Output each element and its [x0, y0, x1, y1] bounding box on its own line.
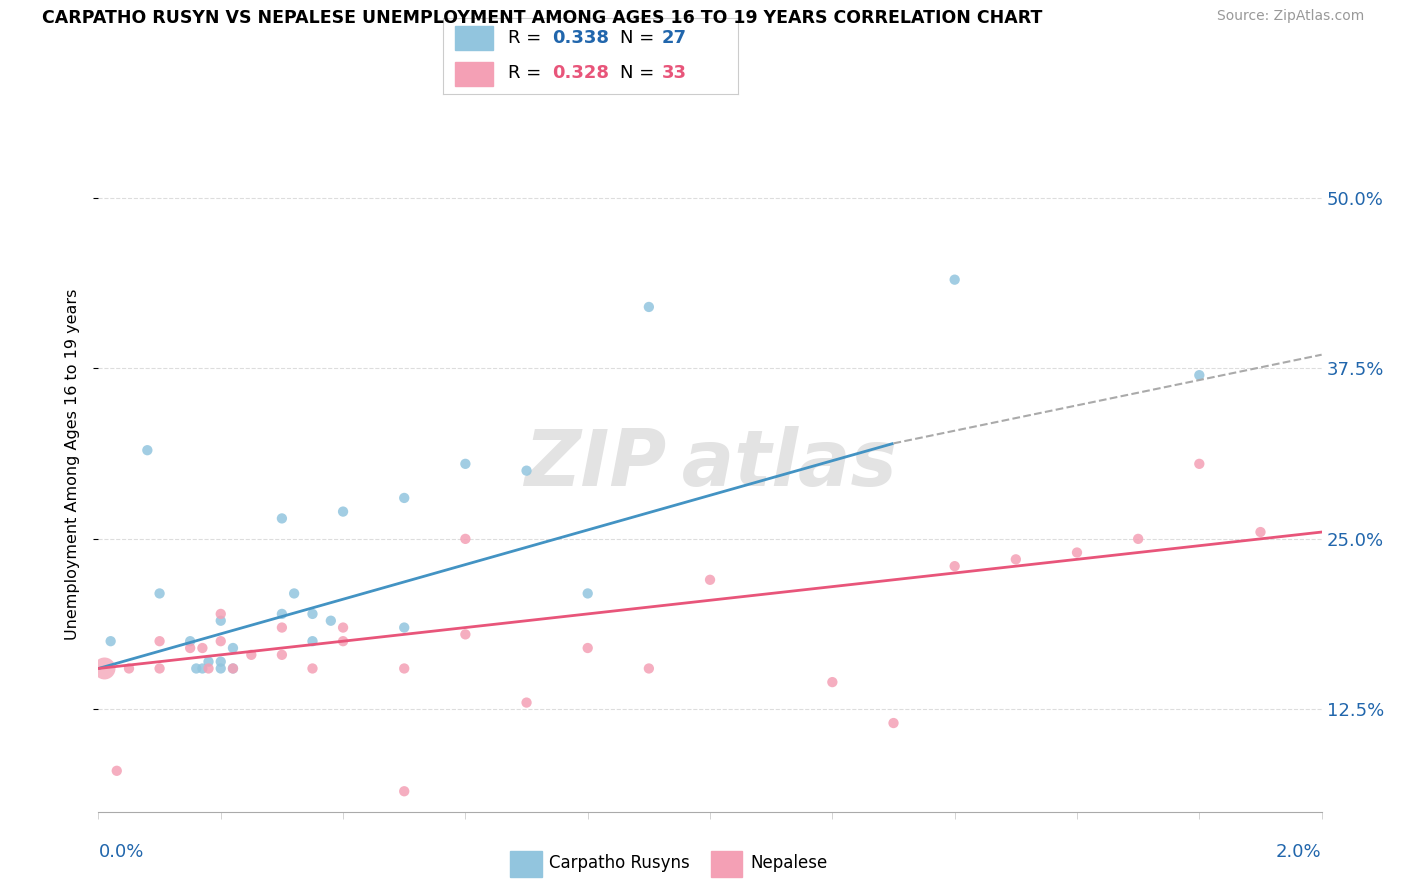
Point — [392, 491, 416, 505]
Point — [191, 661, 214, 675]
Point — [179, 634, 201, 648]
Point — [332, 505, 354, 519]
Point — [136, 443, 159, 458]
Text: 0.0%: 0.0% — [98, 843, 143, 861]
Point — [1066, 545, 1088, 559]
Point — [209, 614, 232, 628]
Point — [319, 614, 342, 628]
Point — [270, 607, 294, 621]
Point — [149, 586, 172, 600]
Point — [222, 661, 245, 675]
Point — [516, 464, 538, 478]
Point — [283, 586, 305, 600]
Point — [637, 300, 661, 314]
Point — [149, 634, 172, 648]
Point — [516, 696, 538, 710]
Text: N =: N = — [620, 64, 659, 82]
Point — [209, 634, 232, 648]
Point — [454, 532, 477, 546]
Point — [179, 640, 201, 655]
Text: Nepalese: Nepalese — [751, 854, 828, 872]
Point — [270, 511, 294, 525]
Text: CARPATHO RUSYN VS NEPALESE UNEMPLOYMENT AMONG AGES 16 TO 19 YEARS CORRELATION CH: CARPATHO RUSYN VS NEPALESE UNEMPLOYMENT … — [42, 9, 1043, 27]
Point — [1128, 532, 1150, 546]
Point — [105, 764, 128, 778]
Point — [332, 621, 354, 635]
Point — [222, 640, 245, 655]
Point — [191, 640, 214, 655]
Text: Source: ZipAtlas.com: Source: ZipAtlas.com — [1216, 9, 1364, 23]
Point — [883, 716, 905, 731]
Bar — [454, 62, 494, 87]
Point — [197, 655, 219, 669]
Point — [186, 661, 208, 675]
Text: 0.338: 0.338 — [553, 29, 609, 47]
Point — [943, 559, 966, 574]
Bar — [454, 26, 494, 51]
Point — [240, 648, 263, 662]
Point — [197, 661, 219, 675]
Point — [209, 607, 232, 621]
Point — [943, 273, 966, 287]
Point — [1004, 552, 1026, 566]
Text: 27: 27 — [661, 29, 686, 47]
Point — [301, 607, 323, 621]
Point — [301, 661, 323, 675]
Point — [209, 661, 232, 675]
Point — [301, 634, 323, 648]
Text: Carpatho Rusyns: Carpatho Rusyns — [550, 854, 690, 872]
Y-axis label: Unemployment Among Ages 16 to 19 years: Unemployment Among Ages 16 to 19 years — [65, 288, 80, 640]
Point — [209, 655, 232, 669]
Point — [1188, 457, 1211, 471]
Point — [699, 573, 721, 587]
Text: 2.0%: 2.0% — [1277, 843, 1322, 861]
Point — [454, 627, 477, 641]
Text: R =: R = — [508, 29, 547, 47]
Point — [270, 621, 294, 635]
Point — [821, 675, 844, 690]
Point — [222, 661, 245, 675]
Point — [392, 621, 416, 635]
Point — [392, 784, 416, 798]
Point — [149, 661, 172, 675]
Bar — [711, 851, 742, 877]
Point — [332, 634, 354, 648]
Point — [576, 640, 599, 655]
Point — [1249, 524, 1271, 539]
Text: N =: N = — [620, 29, 659, 47]
Text: 33: 33 — [661, 64, 686, 82]
Point — [93, 661, 115, 675]
Point — [576, 586, 599, 600]
Text: 0.328: 0.328 — [553, 64, 609, 82]
Point — [454, 457, 477, 471]
Text: R =: R = — [508, 64, 547, 82]
Point — [392, 661, 416, 675]
Point — [637, 661, 661, 675]
Point — [270, 648, 294, 662]
Bar — [510, 851, 541, 877]
Point — [1188, 368, 1211, 383]
Point — [100, 634, 122, 648]
Point — [118, 661, 141, 675]
Text: ZIP atlas: ZIP atlas — [523, 425, 897, 502]
